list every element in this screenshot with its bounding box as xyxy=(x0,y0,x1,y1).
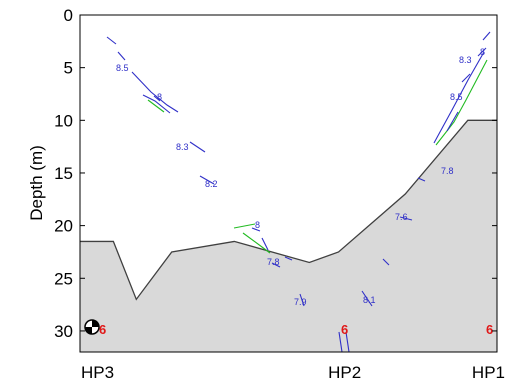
contour-label: 7.6 xyxy=(395,212,408,222)
contour-segment-6 xyxy=(153,95,161,102)
contour-segment-20 xyxy=(399,216,413,221)
contour-label: 7.9 xyxy=(294,297,307,307)
contour-label: 8 xyxy=(157,92,162,102)
y-tick-label: 5 xyxy=(64,59,73,78)
contour-segment-12 xyxy=(261,237,269,251)
plot-frame xyxy=(79,14,498,353)
contour-segment-10 xyxy=(242,232,271,254)
y-tick-label: 30 xyxy=(54,322,73,341)
contour-segment-21 xyxy=(417,177,426,182)
contour-label: 8.2 xyxy=(205,179,218,189)
contour-label-layer: 8.5 8 8.3 8.2 8 7.8 7.9 8.1 7.6 7.8 8.5 8.3 8 6 6 6 xyxy=(99,47,493,337)
seabed-area xyxy=(80,120,497,352)
contour-label: 8.3 xyxy=(459,55,472,65)
x-tick-label: HP2 xyxy=(328,363,361,382)
contour-segment-26 xyxy=(477,47,487,57)
station-label: 6 xyxy=(341,322,348,337)
contour-segment-7 xyxy=(189,141,206,153)
x-tick-label: HP1 xyxy=(472,363,505,382)
contour-segment-5 xyxy=(147,99,165,113)
contour-label: 8.5 xyxy=(450,92,463,102)
y-tick-label: 15 xyxy=(54,164,73,183)
y-tick-label: 25 xyxy=(54,269,73,288)
contour-segment-17 xyxy=(338,331,343,353)
contour-segment-1 xyxy=(106,36,117,45)
y-tick-label: 20 xyxy=(54,217,73,236)
contour-segment-14 xyxy=(284,256,293,261)
y-axis: 0 5 10 15 20 25 30 xyxy=(54,6,497,341)
y-tick-label: 10 xyxy=(54,111,73,130)
contour-label: 8.3 xyxy=(176,142,189,152)
contour-label: 7.8 xyxy=(441,166,454,176)
station-label: 6 xyxy=(99,322,106,337)
contour-label: 8 xyxy=(255,220,260,230)
seabed-layer xyxy=(80,119,497,352)
seabed-profile-line xyxy=(80,119,497,301)
north-arrow-icon xyxy=(84,319,100,335)
x-axis: HP3 HP2 HP1 xyxy=(81,363,505,382)
contour-segment-3 xyxy=(131,71,179,113)
contour-segment-25 xyxy=(461,73,471,83)
contour-segment-4 xyxy=(142,94,171,114)
contour-segment-24 xyxy=(446,111,459,132)
contour-segment-27 xyxy=(482,31,491,41)
contour-layer xyxy=(106,31,491,353)
contour-segment-18 xyxy=(345,331,350,353)
y-tick-label: 0 xyxy=(64,6,73,25)
contour-segment-22 xyxy=(433,51,485,144)
contour-segment-16 xyxy=(361,290,373,307)
contour-label: 8.1 xyxy=(363,295,376,305)
contour-segment-9 xyxy=(233,223,256,229)
y-axis-label: Depth (m) xyxy=(27,145,46,221)
contour-label: 8 xyxy=(480,47,485,57)
station-label: 6 xyxy=(486,322,493,337)
contour-segment-11 xyxy=(251,227,261,232)
contour-label: 7.8 xyxy=(267,257,280,267)
contour-segment-13 xyxy=(271,262,281,268)
contour-segment-2 xyxy=(117,51,126,61)
contour-segment-23 xyxy=(435,59,488,146)
contour-label: 8.5 xyxy=(116,63,129,73)
x-tick-label: HP3 xyxy=(81,363,114,382)
contour-segment-8 xyxy=(199,175,215,185)
contour-segment-19 xyxy=(382,258,390,266)
contour-segment-15 xyxy=(299,293,305,307)
